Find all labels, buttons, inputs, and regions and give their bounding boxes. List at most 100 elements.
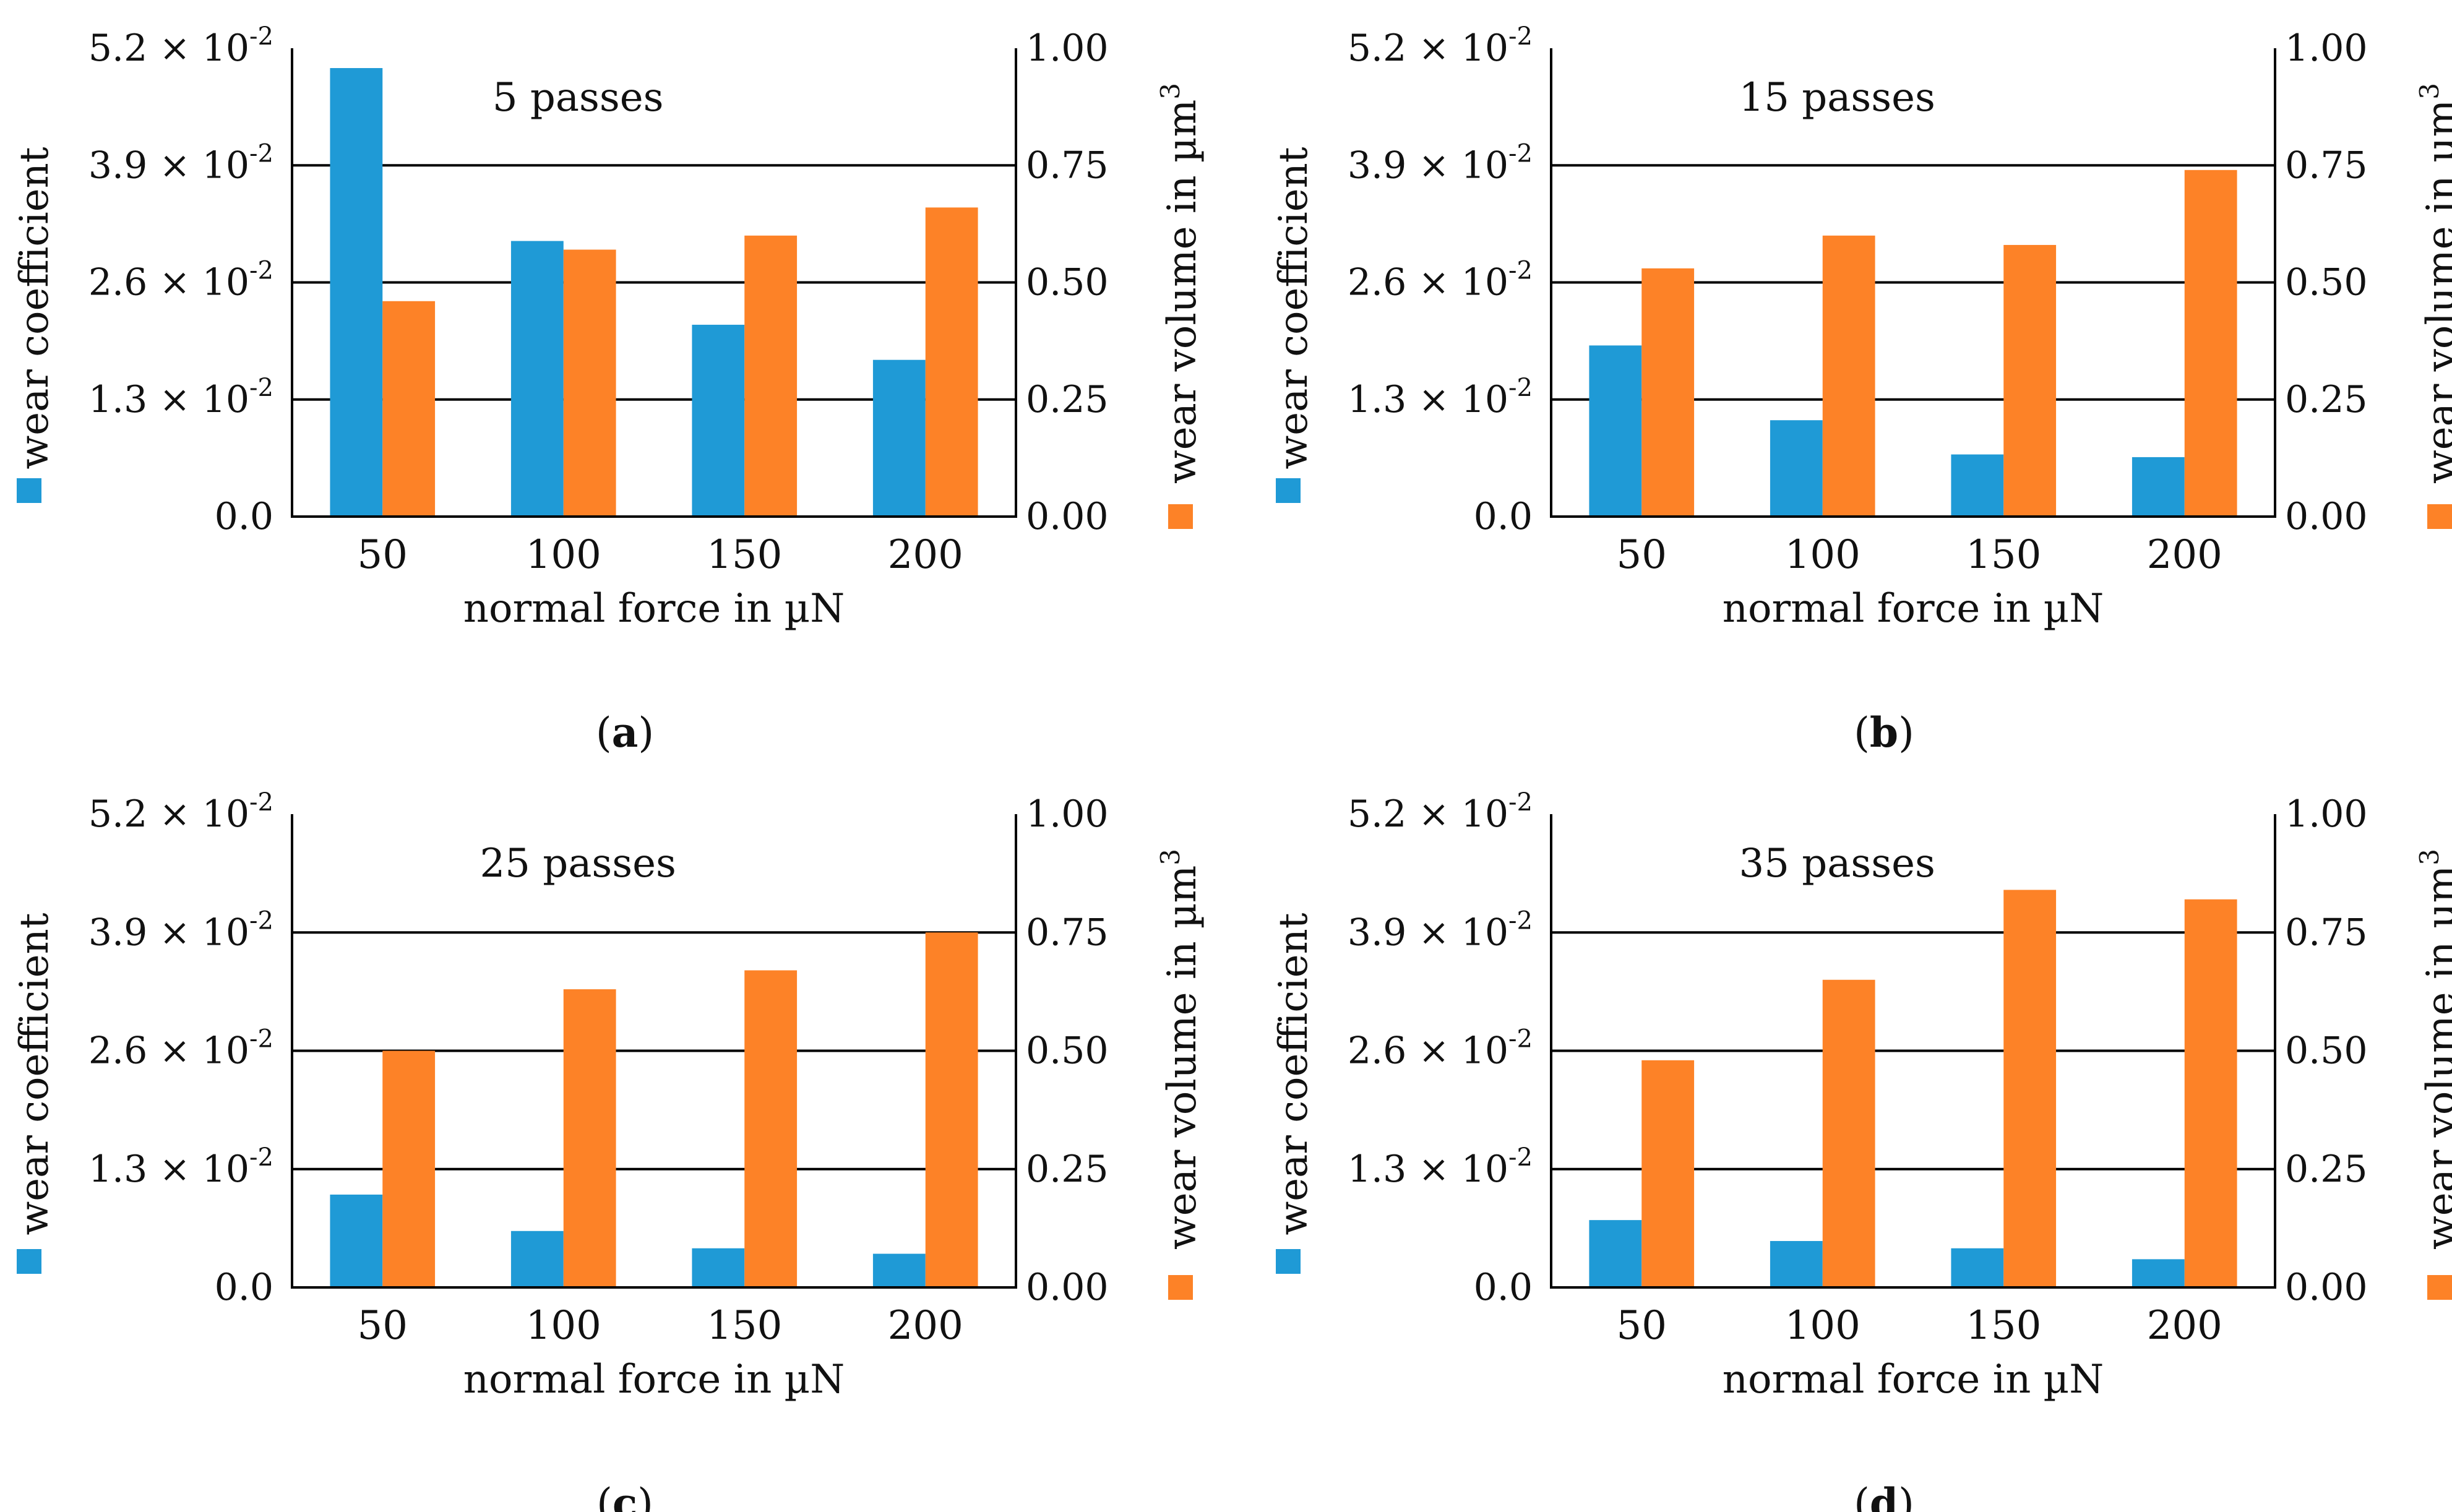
right-tick-label: 1.00 <box>2285 27 2368 70</box>
x-tick-label: 100 <box>526 532 601 578</box>
bar-wear-coefficient-200 <box>872 359 926 517</box>
left-tick-label: 2.6 × 10-2 <box>1348 1025 1533 1073</box>
left-tick-label: 3.9 × 10-2 <box>1348 906 1533 954</box>
left-tick-label: 1.3 × 10-2 <box>1348 374 1533 421</box>
bar-wear-volume-150 <box>2003 890 2057 1287</box>
x-axis-label: normal force in µN <box>463 586 845 632</box>
right-tick-label: 0.50 <box>1026 261 1109 304</box>
x-tick-label: 150 <box>707 532 782 578</box>
legend-swatch-wear-volume <box>2427 1275 2452 1300</box>
x-tick-label: 150 <box>707 1303 782 1349</box>
left-tick-label: 5.2 × 10-2 <box>1348 22 1533 70</box>
right-y-axis-label: wear volume in µm3 <box>2414 83 2452 484</box>
x-tick-label: 100 <box>1785 1303 1861 1349</box>
right-tick-label: 0.00 <box>2285 495 2368 538</box>
bar-wear-coefficient-150 <box>1951 454 2004 517</box>
panel-b: 50 100 150 200 0.0 1.3 × 10-2 2.6 × 10-2 3.9 × … <box>1271 22 2452 757</box>
left-tick-label: 5.2 × 10-2 <box>88 788 273 836</box>
bar-wear-volume-200 <box>2184 170 2237 517</box>
left-tick-label: 3.9 × 10-2 <box>88 906 273 954</box>
right-tick-label: 0.25 <box>2285 378 2368 421</box>
bar-wear-coefficient-50 <box>330 68 383 517</box>
panel-caption: (a) <box>596 708 654 757</box>
x-axis-label: normal force in µN <box>1723 1357 2104 1402</box>
left-y-axis-label: wear coefficient <box>1271 147 1317 469</box>
left-tick-label: 3.9 × 10-2 <box>88 139 273 187</box>
panel-title: 35 passes <box>1739 841 1935 887</box>
bar-wear-volume-50 <box>1641 1060 1695 1287</box>
bar-wear-coefficient-200 <box>2132 457 2185 517</box>
right-tick-label: 0.50 <box>1026 1029 1109 1073</box>
bar-wear-coefficient-50 <box>1589 1220 1642 1287</box>
bar-wear-coefficient-100 <box>510 241 564 517</box>
panel-d: 50 100 150 200 0.0 1.3 × 10-2 2.6 × 10-2 3.9 × … <box>1271 788 2452 1512</box>
right-y-axis-label: wear volume in µm3 <box>1155 849 1205 1250</box>
legend-swatch-wear-volume <box>1168 504 1193 529</box>
bar-wear-coefficient-100 <box>1770 1240 1823 1287</box>
right-tick-label: 0.00 <box>2285 1266 2368 1309</box>
bar-wear-volume-200 <box>2184 899 2237 1287</box>
bar-wear-volume-150 <box>744 970 798 1287</box>
bar-wear-volume-50 <box>1641 268 1695 517</box>
bar-wear-coefficient-50 <box>330 1194 383 1287</box>
bar-wear-coefficient-150 <box>692 1248 745 1287</box>
x-tick-label: 200 <box>2147 532 2222 578</box>
x-tick-label: 150 <box>1966 1303 2041 1349</box>
x-tick-label: 100 <box>1785 532 1861 578</box>
x-tick-label: 200 <box>888 1303 963 1349</box>
bar-wear-coefficient-100 <box>1770 420 1823 517</box>
left-y-axis-label: wear coefficient <box>12 913 58 1235</box>
right-y-axis-label: wear volume in µm3 <box>2414 849 2452 1250</box>
bar-wear-coefficient-150 <box>1951 1248 2004 1287</box>
x-tick-label: 200 <box>888 532 963 578</box>
bar-wear-volume-50 <box>382 1050 436 1287</box>
legend-swatch-wear-coefficient <box>1276 478 1301 503</box>
bar-wear-volume-100 <box>1822 235 1875 517</box>
panel-title: 15 passes <box>1739 75 1935 121</box>
x-tick-label: 50 <box>358 1303 408 1349</box>
right-tick-label: 0.00 <box>1026 1266 1109 1309</box>
left-tick-label: 1.3 × 10-2 <box>88 374 273 421</box>
left-tick-label: 0.0 <box>1474 1266 1533 1309</box>
left-tick-label: 2.6 × 10-2 <box>88 1025 273 1073</box>
bar-wear-volume-100 <box>1822 979 1875 1287</box>
bar-wear-volume-100 <box>563 249 616 517</box>
bar-wear-coefficient-150 <box>692 324 745 517</box>
right-tick-label: 0.50 <box>2285 261 2368 304</box>
panel-caption: (d) <box>1854 1479 1914 1512</box>
right-tick-label: 0.25 <box>1026 1148 1109 1191</box>
x-tick-label: 150 <box>1966 532 2041 578</box>
bar-wear-coefficient-100 <box>510 1231 564 1287</box>
bar-wear-volume-150 <box>744 235 798 517</box>
x-tick-label: 50 <box>1617 532 1667 578</box>
x-axis-label: normal force in µN <box>1723 586 2104 632</box>
left-tick-label: 0.0 <box>215 1266 273 1309</box>
right-tick-label: 0.75 <box>1026 144 1109 187</box>
left-tick-label: 5.2 × 10-2 <box>88 22 273 70</box>
right-tick-label: 1.00 <box>1026 793 1109 836</box>
left-tick-label: 0.0 <box>1474 495 1533 538</box>
bar-wear-volume-150 <box>2003 244 2057 517</box>
right-y-axis-label: wear volume in µm3 <box>1155 83 1205 484</box>
left-y-axis-label: wear coefficient <box>12 147 58 469</box>
left-tick-label: 1.3 × 10-2 <box>88 1143 273 1191</box>
left-tick-label: 3.9 × 10-2 <box>1348 139 1533 187</box>
left-tick-label: 5.2 × 10-2 <box>1348 788 1533 836</box>
legend-swatch-wear-coefficient <box>17 478 41 503</box>
legend-swatch-wear-coefficient <box>1276 1249 1301 1274</box>
right-tick-label: 1.00 <box>2285 793 2368 836</box>
bar-wear-volume-200 <box>925 932 978 1287</box>
right-tick-label: 1.00 <box>1026 27 1109 70</box>
left-tick-label: 1.3 × 10-2 <box>1348 1143 1533 1191</box>
x-tick-label: 200 <box>2147 1303 2222 1349</box>
bar-wear-coefficient-200 <box>872 1253 926 1287</box>
x-tick-label: 50 <box>358 532 408 578</box>
left-y-axis-label: wear coefficient <box>1271 913 1317 1235</box>
x-tick-label: 100 <box>526 1303 601 1349</box>
right-tick-label: 0.00 <box>1026 495 1109 538</box>
right-tick-label: 0.25 <box>2285 1148 2368 1191</box>
panel-title: 25 passes <box>480 841 676 887</box>
legend-swatch-wear-coefficient <box>17 1249 41 1274</box>
bar-wear-volume-200 <box>925 207 978 517</box>
